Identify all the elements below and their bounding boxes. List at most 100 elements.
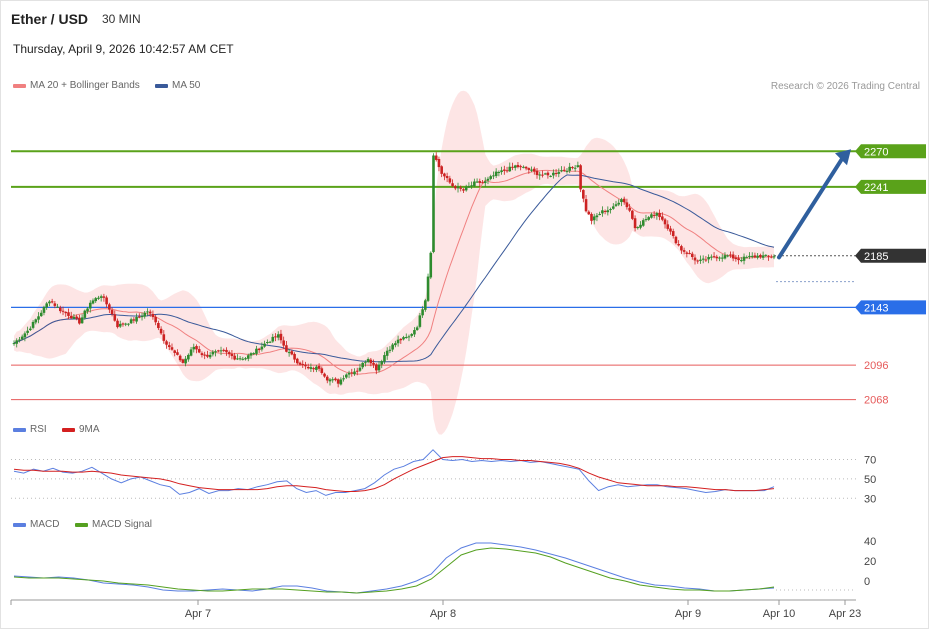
candle-body xyxy=(677,243,680,246)
candle-body xyxy=(140,316,144,318)
candle-body xyxy=(590,213,593,221)
candle-body xyxy=(737,258,740,261)
candle-body xyxy=(740,260,743,262)
candle-body xyxy=(200,353,204,356)
candle-body xyxy=(173,350,177,353)
last-price-tag xyxy=(855,248,926,263)
legend-macd-signal-label: MACD Signal xyxy=(92,519,153,530)
candle-body xyxy=(331,379,335,381)
candle-body xyxy=(167,345,171,348)
macd-signal-line xyxy=(13,547,775,594)
candle-body xyxy=(508,166,512,172)
candle-body xyxy=(290,351,294,355)
candle-body xyxy=(306,367,310,369)
candle-body xyxy=(391,344,394,350)
candle-body xyxy=(437,159,441,168)
candle-body xyxy=(712,256,716,258)
candle-body xyxy=(45,303,48,308)
candle-body xyxy=(500,170,503,173)
candle-body xyxy=(148,311,152,314)
level-tag-2241 xyxy=(855,179,926,194)
rsi-tick-70: 70 xyxy=(864,455,876,467)
candle-body xyxy=(680,246,683,251)
candle-body xyxy=(723,255,727,259)
candle-body xyxy=(647,217,650,220)
candle-body xyxy=(108,304,111,310)
rsi-tick-30: 30 xyxy=(864,493,876,505)
candle-body xyxy=(276,334,280,338)
candle-body xyxy=(628,207,631,211)
candle-body xyxy=(255,348,258,354)
candle-body xyxy=(432,155,435,252)
ma20-line xyxy=(13,169,775,375)
candle-body xyxy=(418,315,422,327)
candle-body xyxy=(312,368,315,370)
candle-body xyxy=(263,343,266,347)
candle-body xyxy=(451,183,454,186)
candle-body xyxy=(143,312,147,317)
candle-body xyxy=(462,189,465,191)
candle-body xyxy=(759,254,762,258)
candle-body xyxy=(478,181,482,183)
macd-line xyxy=(13,542,775,594)
candle-body xyxy=(50,301,54,303)
level-tag-2143 xyxy=(855,300,926,315)
candle-body xyxy=(459,187,463,189)
candle-body xyxy=(15,340,19,344)
legend-macd: MACD xyxy=(13,519,59,530)
candle-body xyxy=(342,378,345,380)
forecast-arrow-shaft xyxy=(777,155,845,260)
candle-body xyxy=(222,349,226,351)
candle-body xyxy=(650,214,653,218)
candle-body xyxy=(301,363,305,365)
legend-rsi-label: RSI xyxy=(30,424,47,435)
candle-body xyxy=(132,319,136,321)
candle-body xyxy=(443,173,446,177)
candle-body xyxy=(704,259,708,261)
rsi-ma-line xyxy=(13,456,775,492)
legend-ma50-label: MA 50 xyxy=(172,80,201,91)
candle-body xyxy=(701,258,705,260)
candle-body xyxy=(181,359,185,363)
candle-body xyxy=(53,303,57,306)
candle-body xyxy=(165,341,168,345)
candle-body xyxy=(519,166,522,168)
candle-body xyxy=(494,171,498,177)
candle-body xyxy=(745,257,749,259)
candle-body xyxy=(579,165,582,190)
candle-body xyxy=(328,379,332,382)
candle-body xyxy=(560,170,563,172)
candle-body xyxy=(614,204,618,206)
candle-body xyxy=(309,367,313,369)
candle-body xyxy=(72,316,76,319)
legend-ma20-label: MA 20 + Bollinger Bands xyxy=(30,80,140,91)
candle-body xyxy=(293,353,296,360)
candle-body xyxy=(742,256,746,261)
candle-body xyxy=(522,166,525,168)
candle-body xyxy=(260,346,264,350)
candle-body xyxy=(535,170,539,176)
time-axis-label-apr-23: Apr 23 xyxy=(829,608,861,620)
level-label-2096: 2096 xyxy=(864,360,888,372)
macd-tick-20: 20 xyxy=(864,556,876,568)
candle-body xyxy=(162,334,166,341)
candle-body xyxy=(135,317,138,322)
candle-body xyxy=(658,212,661,218)
candle-body xyxy=(396,339,400,344)
candle-body xyxy=(358,367,362,371)
candle-body xyxy=(383,355,386,362)
candle-body xyxy=(20,336,24,340)
candle-body xyxy=(552,172,555,176)
legend-rsi-ma-swatch xyxy=(62,427,75,432)
candle-body xyxy=(464,187,468,191)
candle-body xyxy=(157,322,160,329)
datetime-label: Thursday, April 9, 2026 10:42:57 AM CET xyxy=(13,42,234,56)
candle-body xyxy=(511,166,514,168)
candle-body xyxy=(295,358,299,364)
candle-body xyxy=(761,255,765,258)
candle-body xyxy=(345,374,348,378)
candle-body xyxy=(639,224,642,228)
candle-body xyxy=(102,296,106,298)
bollinger-band xyxy=(14,90,774,435)
